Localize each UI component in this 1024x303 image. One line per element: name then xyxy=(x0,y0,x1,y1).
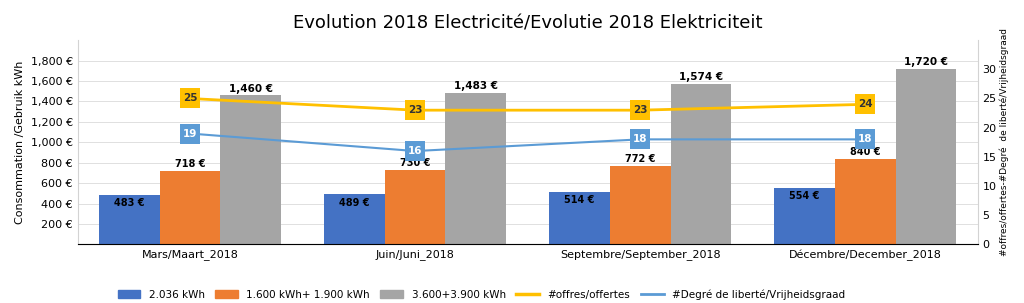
Text: 772 €: 772 € xyxy=(625,154,655,164)
Text: 554 €: 554 € xyxy=(790,191,819,201)
Y-axis label: Consommation /Gebruik kWh: Consommation /Gebruik kWh xyxy=(15,61,25,224)
Bar xyxy=(835,159,896,245)
Text: 18: 18 xyxy=(633,134,647,144)
Text: 840 €: 840 € xyxy=(850,147,881,157)
Text: 24: 24 xyxy=(858,99,872,109)
Text: 730 €: 730 € xyxy=(400,158,430,168)
Bar xyxy=(774,188,835,245)
Text: 16: 16 xyxy=(408,146,422,156)
Bar xyxy=(160,171,220,245)
Text: 23: 23 xyxy=(633,105,647,115)
Bar xyxy=(896,69,956,245)
Y-axis label: #offres/offertes-#Degré  de liberté/Vrijheidsgraad: #offres/offertes-#Degré de liberté/Vrijh… xyxy=(999,28,1009,256)
Text: 25: 25 xyxy=(183,94,198,104)
Text: 23: 23 xyxy=(408,105,422,115)
Text: 489 €: 489 € xyxy=(339,198,370,208)
Bar xyxy=(609,165,671,245)
Bar xyxy=(385,170,445,245)
Text: 483 €: 483 € xyxy=(114,198,144,208)
Bar xyxy=(324,195,385,245)
Text: 718 €: 718 € xyxy=(175,159,206,169)
Text: 1,574 €: 1,574 € xyxy=(679,72,723,82)
Bar xyxy=(220,95,282,245)
Bar xyxy=(445,93,506,245)
Text: 1,483 €: 1,483 € xyxy=(454,82,498,92)
Text: 1,720 €: 1,720 € xyxy=(904,57,948,67)
Text: 514 €: 514 € xyxy=(564,195,595,205)
Bar xyxy=(671,84,731,245)
Legend: 2.036 kWh, 1.600 kWh+ 1.900 kWh, 3.600+3.900 kWh, #offres/offertes, #Degré de li: 2.036 kWh, 1.600 kWh+ 1.900 kWh, 3.600+3… xyxy=(114,285,849,303)
Bar xyxy=(549,192,609,245)
Title: Evolution 2018 Electricité/Evolutie 2018 Elektriciteit: Evolution 2018 Electricité/Evolutie 2018… xyxy=(293,15,763,33)
Bar xyxy=(99,195,160,245)
Text: 1,460 €: 1,460 € xyxy=(228,84,272,94)
Text: 19: 19 xyxy=(183,128,198,138)
Text: 18: 18 xyxy=(858,134,872,144)
